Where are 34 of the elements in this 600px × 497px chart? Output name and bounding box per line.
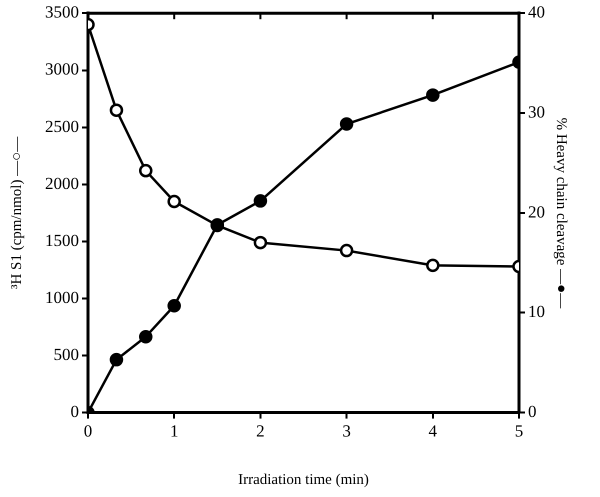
x-tick-label: 3 bbox=[342, 421, 351, 440]
point bbox=[110, 352, 124, 366]
point bbox=[139, 330, 153, 344]
y-tick-label: 2500 bbox=[45, 116, 79, 136]
y-tick-label: 500 bbox=[54, 345, 79, 364]
point bbox=[426, 258, 440, 272]
y2-tick-label: 20 bbox=[528, 202, 545, 222]
point bbox=[254, 236, 268, 250]
point bbox=[426, 88, 440, 102]
x-tick-label: 5 bbox=[514, 421, 524, 440]
y-axis-title: ³H S1 (cpm/nmol) —○— bbox=[8, 136, 25, 290]
y-tick-label: 1000 bbox=[45, 288, 79, 307]
y2-tick-label: 10 bbox=[528, 302, 545, 322]
point bbox=[167, 299, 181, 313]
y2-tick-label: 40 bbox=[528, 2, 545, 22]
point bbox=[110, 103, 124, 117]
x-tick-label: 4 bbox=[428, 421, 438, 440]
point bbox=[340, 117, 354, 131]
x-tick-label: 0 bbox=[84, 421, 92, 440]
y2-axis-title: % Heavy chain cleavage —●— bbox=[553, 118, 570, 310]
y2-tick-label: 30 bbox=[528, 102, 545, 122]
y-tick-label: 3000 bbox=[45, 60, 79, 79]
point bbox=[139, 164, 153, 178]
x-axis-title: Irradiation time (min) bbox=[238, 472, 369, 488]
point bbox=[340, 244, 354, 258]
point bbox=[254, 194, 268, 208]
x-tick-label: 2 bbox=[256, 421, 265, 440]
y2-tick-label: 0 bbox=[528, 402, 536, 422]
y-tick-label: 0 bbox=[70, 402, 79, 422]
y-tick-label: 3500 bbox=[45, 2, 79, 22]
x-tick-label: 1 bbox=[170, 421, 178, 440]
point bbox=[167, 194, 181, 208]
y-tick-label: 2000 bbox=[45, 174, 79, 193]
y-tick-label: 1500 bbox=[45, 230, 79, 250]
